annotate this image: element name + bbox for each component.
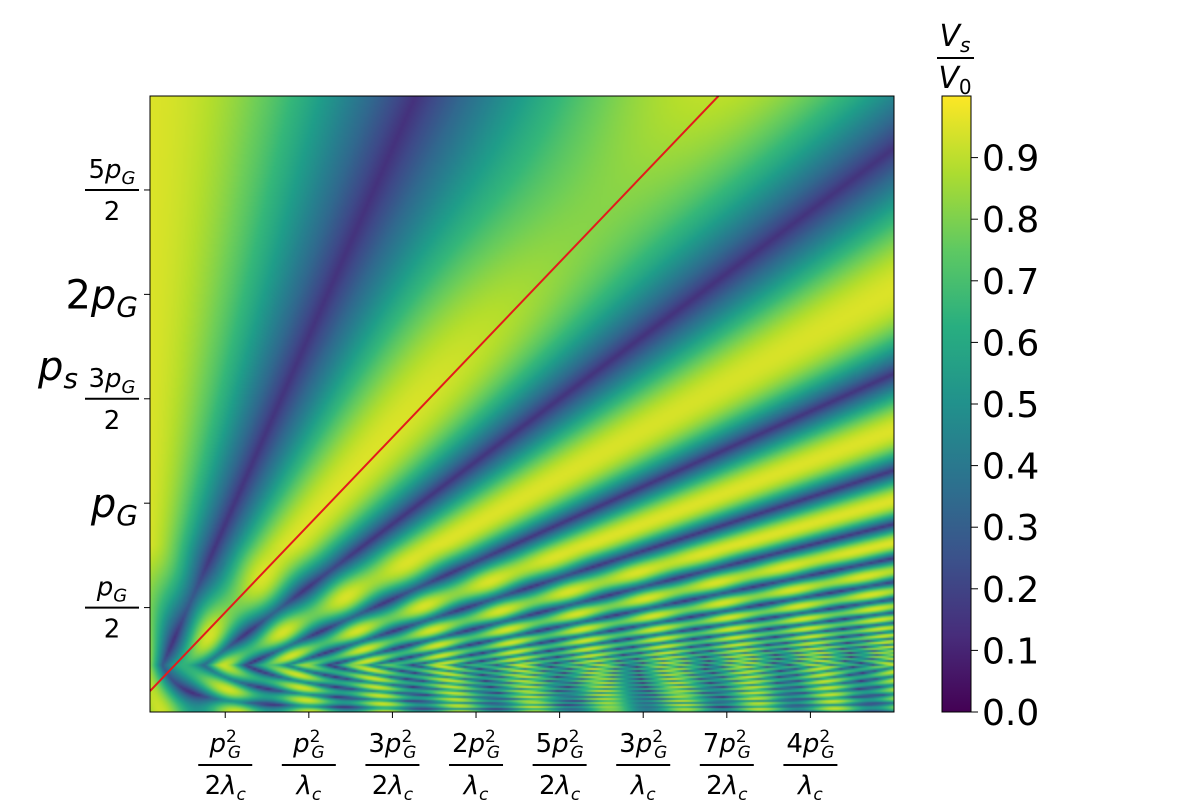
colorbar-label-denominator: V0 xyxy=(938,61,971,99)
svg-text:2: 2 xyxy=(104,197,121,227)
x-tick-label: p2 G λc xyxy=(281,727,336,800)
svg-text:3pG: 3pG xyxy=(88,364,135,398)
y-tick-label: 2pG xyxy=(65,272,138,323)
colorbar-ticks: 0.0 0.1 0.2 0.3 0.4 0.5 0.6 0.7 0.8 0.9 xyxy=(971,139,1039,734)
heatmap xyxy=(150,96,894,712)
svg-text:λc: λc xyxy=(796,771,823,800)
svg-text:2pG: 2pG xyxy=(65,272,138,323)
svg-text:2λc: 2λc xyxy=(372,771,414,800)
x-tick-label: 5p2 G 2λc xyxy=(532,727,587,800)
y-tick-label: pG xyxy=(90,481,138,532)
x-tick-label: 4p2 G λc xyxy=(783,727,838,800)
colorbar-tick-label: 0.1 xyxy=(982,631,1039,672)
colorbar-tick-label: 0.3 xyxy=(982,508,1039,549)
svg-text:λc: λc xyxy=(294,771,321,800)
svg-text:λc: λc xyxy=(629,771,656,800)
heatmap-image xyxy=(150,96,894,712)
x-tick-label: 3p2 G 2λc xyxy=(365,727,420,800)
colorbar-tick-label: 0.0 xyxy=(982,693,1039,734)
plot-frame xyxy=(149,95,895,713)
colorbar-tick-label: 0.6 xyxy=(982,323,1039,364)
svg-text:2: 2 xyxy=(104,406,121,436)
colorbar xyxy=(941,95,972,713)
colorbar-label: Vs V0 xyxy=(937,19,974,99)
svg-text:pG: pG xyxy=(96,573,128,607)
colorbar-tick-label: 0.8 xyxy=(982,200,1039,241)
y-tick-label: pG 2 xyxy=(85,573,139,645)
svg-text:2λc: 2λc xyxy=(205,771,247,800)
svg-text:pG: pG xyxy=(90,481,138,532)
x-tick-label: 7p2 G 2λc xyxy=(699,727,754,800)
svg-text:2λc: 2λc xyxy=(706,771,748,800)
colorbar-label-numerator: Vs xyxy=(940,19,971,57)
x-tick-label: 2p2 G λc xyxy=(449,727,504,800)
colorbar-tick-label: 0.5 xyxy=(982,385,1039,426)
colorbar-tick-label: 0.9 xyxy=(982,139,1039,180)
y-axis-label: ps xyxy=(37,344,78,395)
colorbar-tick-label: 0.7 xyxy=(982,262,1039,303)
svg-text:2: 2 xyxy=(104,615,121,645)
colorbar-tick-label: 0.4 xyxy=(982,447,1039,488)
svg-text:p2G: p2 G xyxy=(292,727,325,763)
svg-text:p2G: p2 G xyxy=(208,727,241,763)
svg-text:2λc: 2λc xyxy=(539,771,581,800)
x-tick-label: 3p2 G λc xyxy=(616,727,671,800)
svg-text:5pG: 5pG xyxy=(88,155,135,189)
svg-text:λc: λc xyxy=(462,771,489,800)
red-diagonal-line xyxy=(150,96,720,692)
colorbar-tick-label: 0.2 xyxy=(982,570,1039,611)
